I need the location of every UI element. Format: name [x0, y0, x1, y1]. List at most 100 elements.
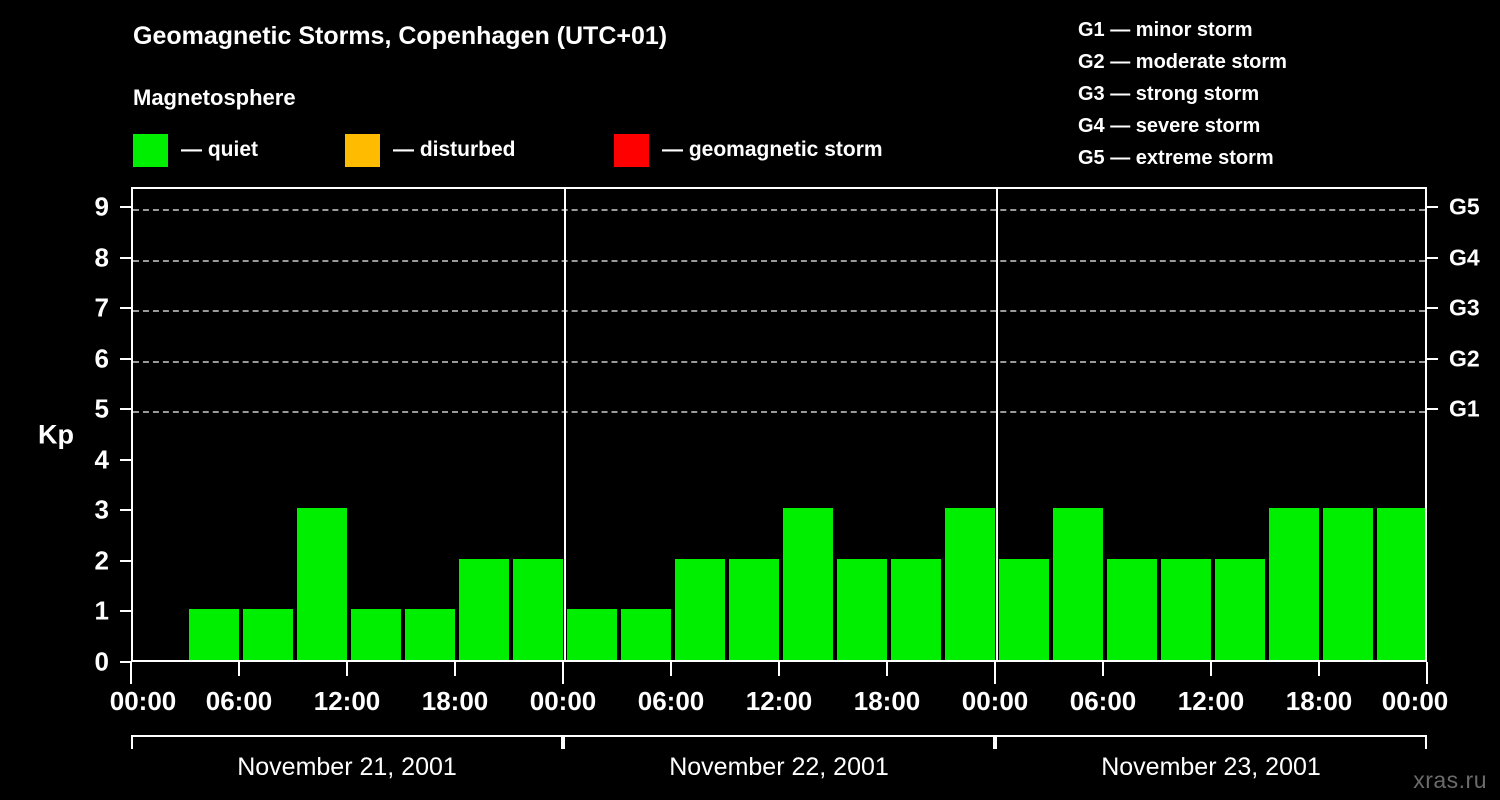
plot-area — [131, 187, 1427, 662]
gridline — [133, 360, 1425, 363]
x-tick-mark — [886, 662, 888, 676]
y-tick-mark — [120, 357, 131, 360]
bar[interactable] — [405, 609, 455, 660]
bar[interactable] — [297, 508, 347, 660]
bar[interactable] — [513, 558, 563, 660]
y-tick-label: 4 — [94, 444, 109, 475]
x-tick-label: 12:00 — [745, 686, 813, 716]
bar[interactable] — [567, 609, 617, 660]
bar[interactable] — [459, 558, 509, 660]
x-tick-mark — [1318, 662, 1320, 676]
y-tick-mark — [120, 206, 131, 209]
x-tick-mark — [778, 662, 780, 676]
y-tick-label: 0 — [94, 646, 109, 677]
x-tick-label: 18:00 — [421, 686, 489, 716]
x-tick-mark — [1426, 662, 1428, 684]
g-tick-mark — [1427, 357, 1438, 360]
bar[interactable] — [1323, 508, 1373, 660]
bar[interactable] — [999, 558, 1049, 660]
bar[interactable] — [189, 609, 239, 660]
x-tick-label: 12:00 — [313, 686, 381, 716]
x-tick-label: 12:00 — [1177, 686, 1245, 716]
x-tick-label: 18:00 — [853, 686, 921, 716]
bar[interactable] — [675, 558, 725, 660]
legend-item-storm: — geomagnetic storm — [614, 133, 883, 167]
x-tick-label: 00:00 — [961, 686, 1029, 716]
gridline — [133, 310, 1425, 313]
bar[interactable] — [1377, 508, 1425, 660]
bar[interactable] — [729, 558, 779, 660]
day-label: November 22, 2001 — [669, 753, 889, 781]
g-tick-mark — [1427, 206, 1438, 209]
y-tick-mark — [120, 610, 131, 613]
x-tick-label: 06:00 — [637, 686, 705, 716]
x-tick-label: 00:00 — [529, 686, 597, 716]
legend-label: — quiet — [181, 138, 258, 161]
bar[interactable] — [621, 609, 671, 660]
y-tick-mark — [120, 661, 131, 663]
y-tick-label: 9 — [94, 191, 109, 222]
legend-item-quiet: — quiet — [133, 133, 258, 167]
bar[interactable] — [1161, 558, 1211, 660]
g-scale-row: G2 — moderate storm — [1078, 51, 1287, 73]
bar[interactable] — [783, 508, 833, 660]
day-band: November 21, 2001 November 22, 2001 Novemb… — [131, 735, 1427, 795]
x-tick-label: 00:00 — [109, 686, 177, 716]
y-tick-label: 8 — [94, 242, 109, 273]
watermark: xras.ru — [1413, 767, 1487, 793]
x-tick-mark — [1102, 662, 1104, 676]
bar[interactable] — [1107, 558, 1157, 660]
y-tick-mark — [120, 458, 131, 461]
y-tick-mark — [120, 559, 131, 562]
bar[interactable] — [1215, 558, 1265, 660]
g-scale-row: G4 — severe storm — [1078, 115, 1261, 137]
day-bracket — [995, 735, 1427, 749]
g-tick-label: G5 — [1449, 193, 1480, 220]
bar[interactable] — [1269, 508, 1319, 660]
legend-item-disturbed: — disturbed — [345, 133, 516, 167]
x-tick-label: 18:00 — [1285, 686, 1353, 716]
bar[interactable] — [891, 558, 941, 660]
x-tick-label: 00:00 — [1381, 686, 1449, 716]
day-separator — [996, 189, 998, 660]
legend-label: — disturbed — [393, 138, 516, 161]
gridline — [133, 209, 1425, 212]
day-separator — [564, 189, 566, 660]
bar[interactable] — [1053, 508, 1103, 660]
g-tick-label: G4 — [1449, 244, 1480, 271]
g-tick-label: G1 — [1449, 395, 1480, 422]
bar[interactable] — [351, 609, 401, 660]
y-axis-title: Kp — [38, 419, 74, 450]
chart-subtitle: Magnetosphere — [133, 85, 296, 110]
gridline — [133, 411, 1425, 414]
legend-swatch-disturbed-icon — [345, 133, 380, 167]
x-tick-mark — [562, 662, 564, 684]
page-title: Geomagnetic Storms, Copenhagen (UTC+01) — [133, 22, 668, 50]
bar[interactable] — [945, 508, 995, 660]
legend-swatch-quiet-icon — [133, 133, 168, 167]
y-tick-label: 1 — [94, 595, 109, 626]
y-axis: 0 1 2 3 4 5 6 7 8 9 Kp — [0, 187, 131, 677]
g-tick-mark — [1427, 256, 1438, 259]
bar[interactable] — [837, 558, 887, 660]
y-tick-label: 6 — [94, 343, 109, 374]
g-axis: G1 G2 G3 G4 G5 — [1427, 187, 1500, 662]
g-tick-mark — [1427, 307, 1438, 310]
y-tick-label: 7 — [94, 292, 109, 323]
y-tick-mark — [120, 307, 131, 310]
y-tick-label: 3 — [94, 494, 109, 525]
x-tick-mark — [454, 662, 456, 676]
gridline — [133, 259, 1425, 262]
x-tick-mark — [994, 662, 996, 684]
g-scale-row: G1 — minor storm — [1078, 19, 1253, 41]
bar[interactable] — [243, 609, 293, 660]
legend-swatch-storm-icon — [614, 133, 649, 167]
x-tick-mark — [346, 662, 348, 676]
day-bracket — [131, 735, 563, 749]
g-tick-label: G3 — [1449, 294, 1480, 321]
y-tick-mark — [120, 256, 131, 259]
g-tick-label: G2 — [1449, 345, 1480, 372]
x-tick-mark — [670, 662, 672, 676]
day-bracket — [563, 735, 995, 749]
